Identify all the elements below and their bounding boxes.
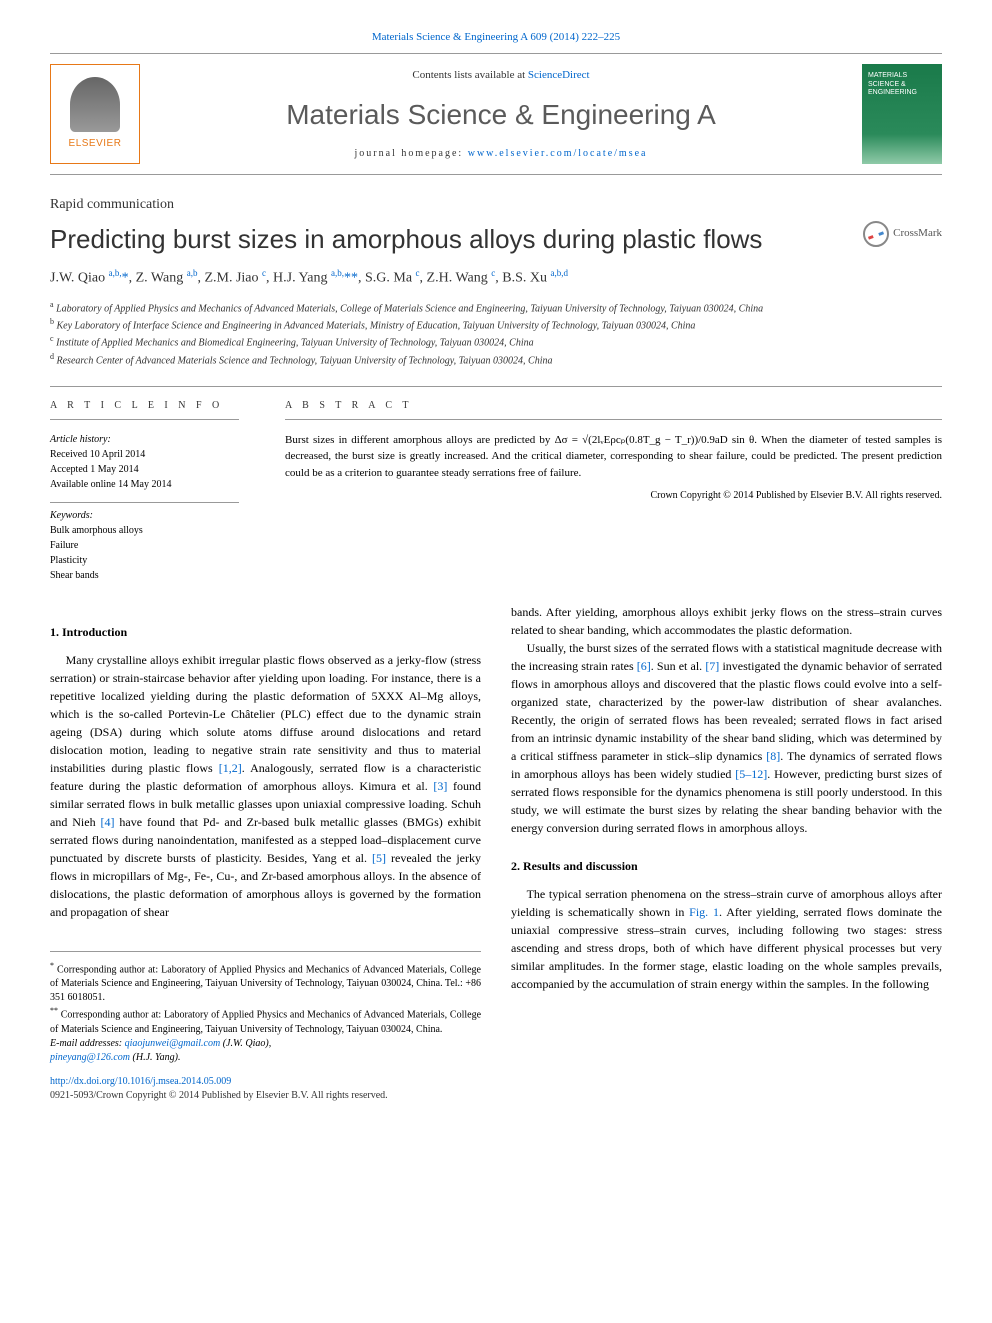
ref-1-2-link[interactable]: [1,2] <box>219 761 242 775</box>
journal-name: Materials Science & Engineering A <box>160 95 842 134</box>
ref-8-link[interactable]: [8] <box>766 749 780 763</box>
corresponding-2: ** Corresponding author at: Laboratory o… <box>50 1005 481 1036</box>
article-history: Article history: Received 10 April 2014 … <box>50 432 239 492</box>
contents-prefix: Contents lists available at <box>412 69 527 81</box>
body-columns: 1. Introduction Many crystalline alloys … <box>50 603 942 1103</box>
left-column: 1. Introduction Many crystalline alloys … <box>50 603 481 1103</box>
history-online: Available online 14 May 2014 <box>50 477 239 492</box>
author-list: J.W. Qiao a,b,*, Z. Wang a,b, Z.M. Jiao … <box>50 267 942 288</box>
header-center: Contents lists available at ScienceDirec… <box>160 68 842 161</box>
elsevier-tree-icon <box>70 77 120 132</box>
affiliations: a Laboratory of Applied Physics and Mech… <box>50 299 942 368</box>
history-label: Article history: <box>50 432 239 447</box>
abstract: A B S T R A C T Burst sizes in different… <box>260 399 942 583</box>
keywords-list: Bulk amorphous alloys Failure Plasticity… <box>50 523 239 583</box>
keyword: Plasticity <box>50 553 239 568</box>
doi: http://dx.doi.org/10.1016/j.msea.2014.05… <box>50 1075 481 1089</box>
elsevier-logo: ELSEVIER <box>50 64 140 164</box>
article-info: A R T I C L E I N F O Article history: R… <box>50 399 260 583</box>
footnote-block: * Corresponding author at: Laboratory of… <box>50 951 481 1103</box>
title-row: Predicting burst sizes in amorphous allo… <box>50 221 942 257</box>
paper-title: Predicting burst sizes in amorphous allo… <box>50 221 942 257</box>
ref-5-12-link[interactable]: [5–12] <box>735 767 767 781</box>
affiliation-c: c Institute of Applied Mechanics and Bio… <box>50 333 942 350</box>
journal-homepage: journal homepage: www.elsevier.com/locat… <box>160 147 842 161</box>
top-citation: Materials Science & Engineering A 609 (2… <box>50 30 942 45</box>
communication-type: Rapid communication <box>50 195 942 215</box>
fig-1-link[interactable]: Fig. 1 <box>689 905 719 919</box>
ref-4-link[interactable]: [4] <box>101 815 115 829</box>
email-yang-link[interactable]: pineyang@126.com <box>50 1052 130 1063</box>
journal-header: ELSEVIER Contents lists available at Sci… <box>50 53 942 175</box>
doi-link[interactable]: http://dx.doi.org/10.1016/j.msea.2014.05… <box>50 1076 231 1087</box>
section-1-heading: 1. Introduction <box>50 623 481 641</box>
history-accepted: Accepted 1 May 2014 <box>50 462 239 477</box>
affiliation-d: d Research Center of Advanced Materials … <box>50 351 942 368</box>
ref-7-link[interactable]: [7] <box>705 659 719 673</box>
email-qiao-link[interactable]: qiaojunwei@gmail.com <box>125 1038 221 1049</box>
section-2-heading: 2. Results and discussion <box>511 857 942 875</box>
keyword: Shear bands <box>50 568 239 583</box>
abstract-heading: A B S T R A C T <box>285 399 942 420</box>
abstract-copyright: Crown Copyright © 2014 Published by Else… <box>285 489 942 503</box>
homepage-link[interactable]: www.elsevier.com/locate/msea <box>468 148 648 159</box>
crossmark-label: CrossMark <box>893 226 942 241</box>
info-abstract-row: A R T I C L E I N F O Article history: R… <box>50 386 942 583</box>
right-column: bands. After yielding, amorphous alloys … <box>511 603 942 1103</box>
contents-available: Contents lists available at ScienceDirec… <box>160 68 842 83</box>
ref-5-link[interactable]: [5] <box>372 851 386 865</box>
results-para-1: The typical serration phenomena on the s… <box>511 885 942 993</box>
intro-para-2: Usually, the burst sizes of the serrated… <box>511 639 942 837</box>
keywords-label: Keywords: <box>50 502 239 523</box>
elsevier-wordmark: ELSEVIER <box>69 137 122 151</box>
intro-para-1-cont: bands. After yielding, amorphous alloys … <box>511 603 942 639</box>
affiliation-a: a Laboratory of Applied Physics and Mech… <box>50 299 942 316</box>
issn-copyright: 0921-5093/Crown Copyright © 2014 Publish… <box>50 1089 481 1103</box>
intro-para-1: Many crystalline alloys exhibit irregula… <box>50 651 481 921</box>
corresponding-1: * Corresponding author at: Laboratory of… <box>50 960 481 1005</box>
crossmark-icon <box>863 221 889 247</box>
email-addresses: E-mail addresses: qiaojunwei@gmail.com (… <box>50 1037 481 1065</box>
article-info-heading: A R T I C L E I N F O <box>50 399 239 420</box>
ref-6-link[interactable]: [6] <box>637 659 651 673</box>
affiliation-b: b Key Laboratory of Interface Science an… <box>50 316 942 333</box>
keyword: Bulk amorphous alloys <box>50 523 239 538</box>
cover-thumb-text: MATERIALS SCIENCE & ENGINEERING <box>868 72 936 97</box>
keyword: Failure <box>50 538 239 553</box>
abstract-text: Burst sizes in different amorphous alloy… <box>285 432 942 482</box>
homepage-prefix: journal homepage: <box>355 148 468 159</box>
ref-3-link[interactable]: [3] <box>433 779 447 793</box>
history-received: Received 10 April 2014 <box>50 447 239 462</box>
crossmark-badge[interactable]: CrossMark <box>863 221 942 247</box>
burst-size-formula: Δσ = √(2lᵥEρcₚ(0.8T_g − T_r))/0.9aD sin … <box>555 434 755 446</box>
sciencedirect-link[interactable]: ScienceDirect <box>528 69 590 81</box>
journal-cover-thumb: MATERIALS SCIENCE & ENGINEERING <box>862 64 942 164</box>
